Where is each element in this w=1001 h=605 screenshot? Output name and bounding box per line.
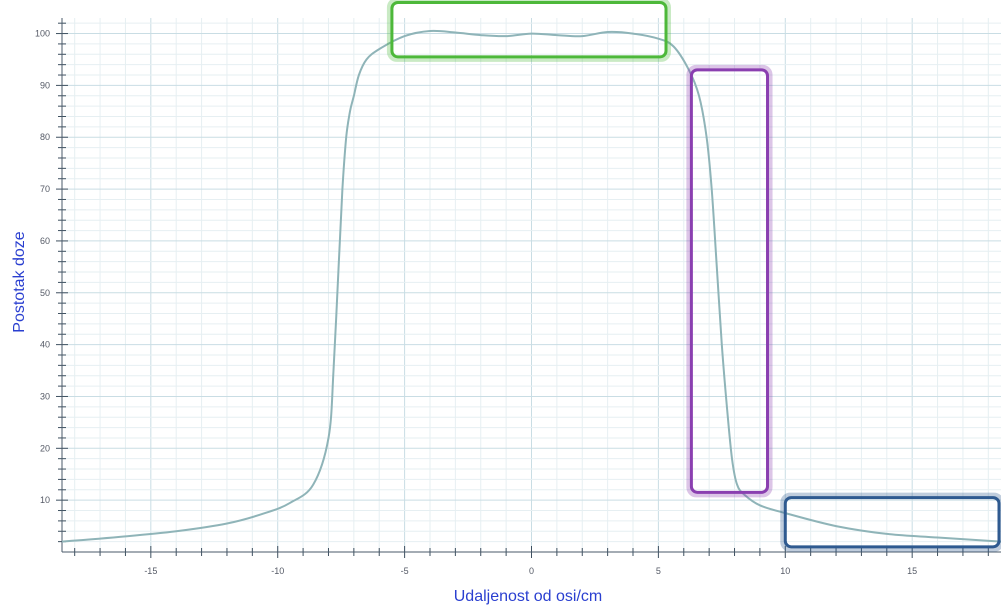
- y-tick-label: 100: [35, 29, 50, 39]
- y-tick-label: 50: [40, 288, 50, 298]
- highlight-box-plateau: [390, 0, 668, 59]
- y-axis-label: Postotak doze: [11, 231, 28, 333]
- y-tick-label: 20: [40, 443, 50, 453]
- x-tick-label: -15: [144, 566, 157, 576]
- y-tick-label: 30: [40, 391, 50, 401]
- dose-profile-line: [61, 29, 1001, 543]
- series-layer: [61, 29, 1001, 543]
- grid: [62, 18, 1001, 552]
- highlight-box-plateau-glow: [386, 0, 672, 62]
- highlight-boxes: [386, 0, 1001, 552]
- highlight-box-tail: [783, 496, 1001, 549]
- y-tick-label: 90: [40, 80, 50, 90]
- y-tick-label: 80: [40, 132, 50, 142]
- y-tick-label: 10: [40, 495, 50, 505]
- x-tick-label: 15: [907, 566, 917, 576]
- x-tick-label: 10: [780, 566, 790, 576]
- highlight-box-penumbra-glow: [686, 64, 773, 498]
- highlight-box-tail-glow: [780, 492, 1001, 552]
- x-axis-label: Udaljenost od osi/cm: [454, 588, 603, 605]
- x-tick-label: 0: [529, 566, 534, 576]
- y-tick-label: 60: [40, 236, 50, 246]
- highlight-box-penumbra: [689, 68, 770, 494]
- x-tick-label: -5: [401, 566, 409, 576]
- y-tick-label: 70: [40, 184, 50, 194]
- y-axis-ticks: 10 20 30 40 50 60 70 80 90 100: [35, 22, 68, 543]
- x-tick-label: -10: [271, 566, 284, 576]
- y-tick-label: 40: [40, 340, 50, 350]
- x-tick-label: 5: [656, 566, 661, 576]
